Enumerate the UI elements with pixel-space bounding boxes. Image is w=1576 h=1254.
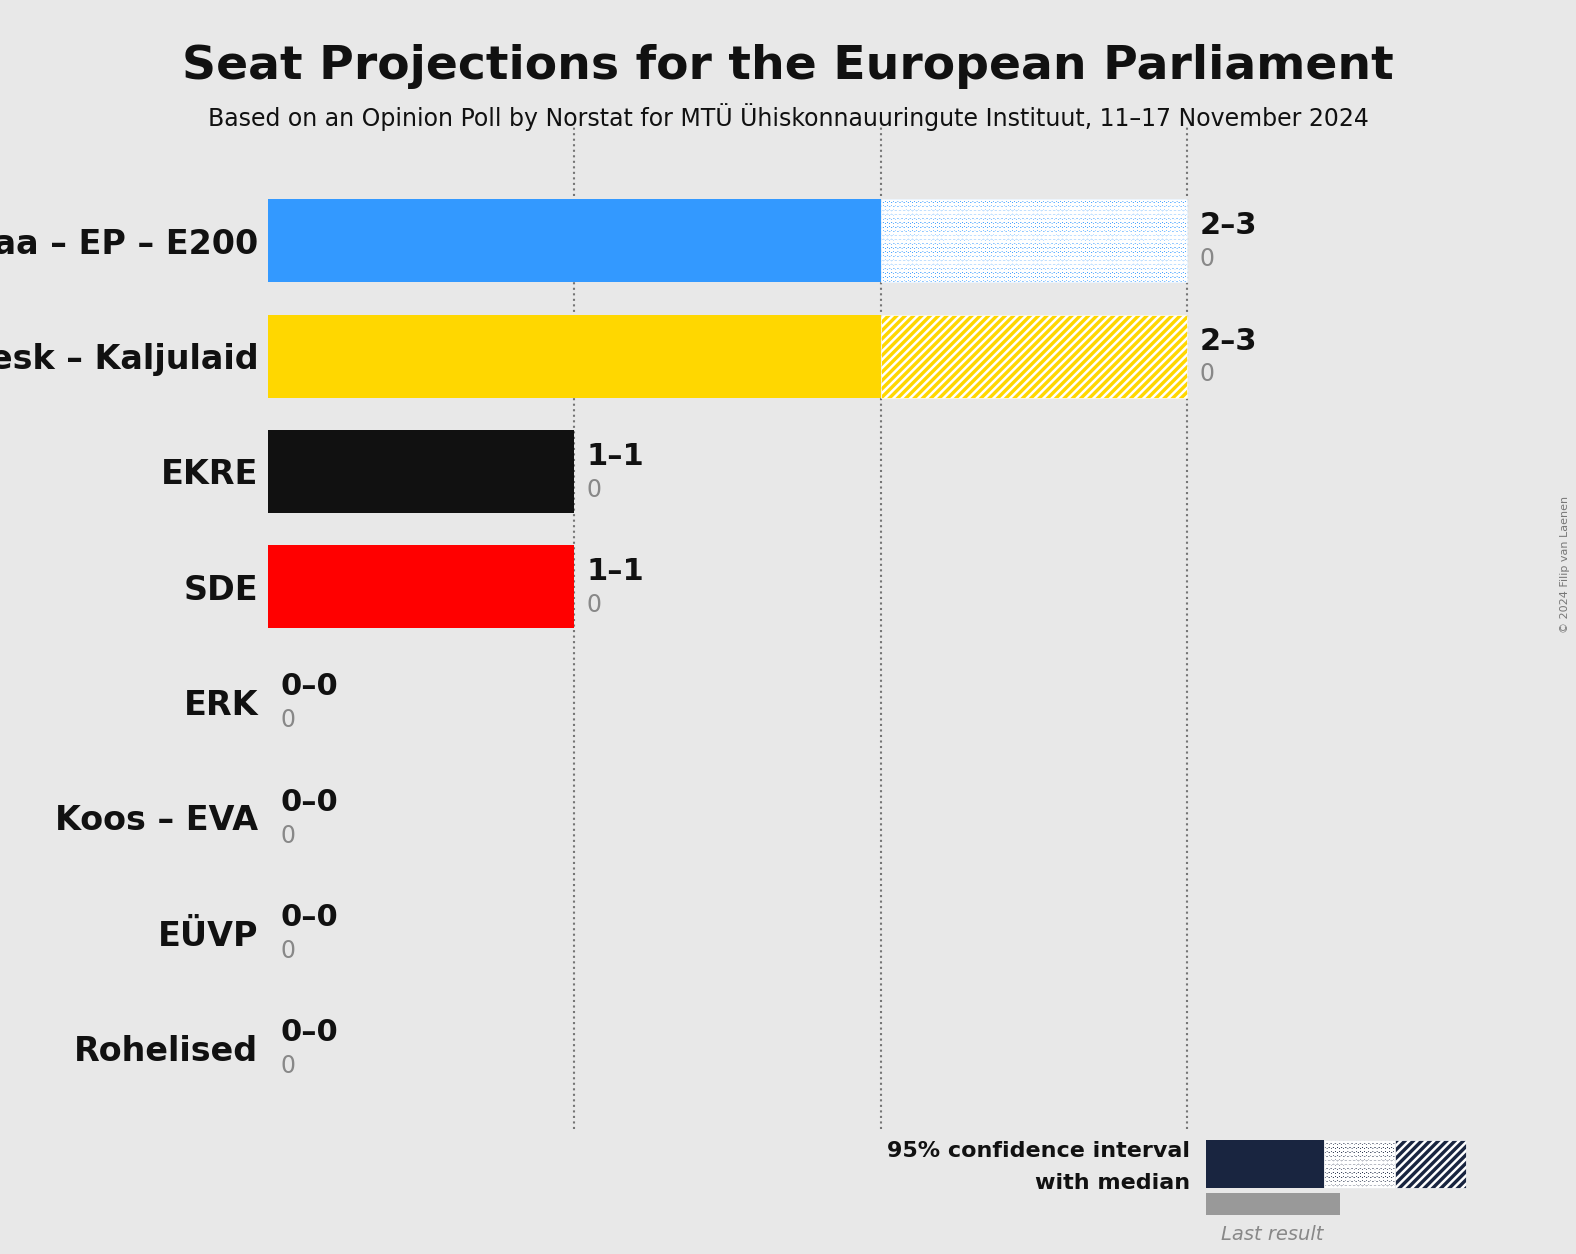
Text: 0: 0	[1199, 362, 1215, 386]
Bar	[881, 315, 1187, 398]
Text: 2–3: 2–3	[1199, 326, 1258, 356]
Text: 0–0: 0–0	[281, 1018, 337, 1047]
Text: 2–3: 2–3	[1199, 211, 1258, 241]
Text: © 2024 Filip van Laenen: © 2024 Filip van Laenen	[1560, 495, 1570, 633]
Text: 0–0: 0–0	[281, 903, 337, 932]
Text: 0–0: 0–0	[281, 672, 337, 701]
Text: 0: 0	[1199, 247, 1215, 271]
Text: 0–0: 0–0	[281, 788, 337, 816]
Text: 95% confidence interval: 95% confidence interval	[887, 1141, 1190, 1161]
Bar	[881, 199, 1187, 282]
Bar	[268, 315, 881, 398]
Text: 0: 0	[281, 709, 295, 732]
Text: Seat Projections for the European Parliament: Seat Projections for the European Parlia…	[183, 44, 1393, 89]
Bar	[268, 545, 574, 628]
Text: 0: 0	[281, 1055, 295, 1078]
Text: 0: 0	[281, 939, 295, 963]
Text: with median: with median	[1035, 1172, 1190, 1193]
Bar	[268, 430, 574, 513]
Bar	[268, 199, 881, 282]
Text: Based on an Opinion Poll by Norstat for MTÜ Ühiskonnauuringute Instituut, 11–17 : Based on an Opinion Poll by Norstat for …	[208, 103, 1368, 130]
Text: 0: 0	[586, 478, 602, 502]
Text: Last result: Last result	[1221, 1225, 1324, 1244]
Text: 0: 0	[281, 824, 295, 848]
Text: 0: 0	[586, 593, 602, 617]
Text: 1–1: 1–1	[586, 441, 645, 470]
Text: 1–1: 1–1	[586, 557, 645, 586]
